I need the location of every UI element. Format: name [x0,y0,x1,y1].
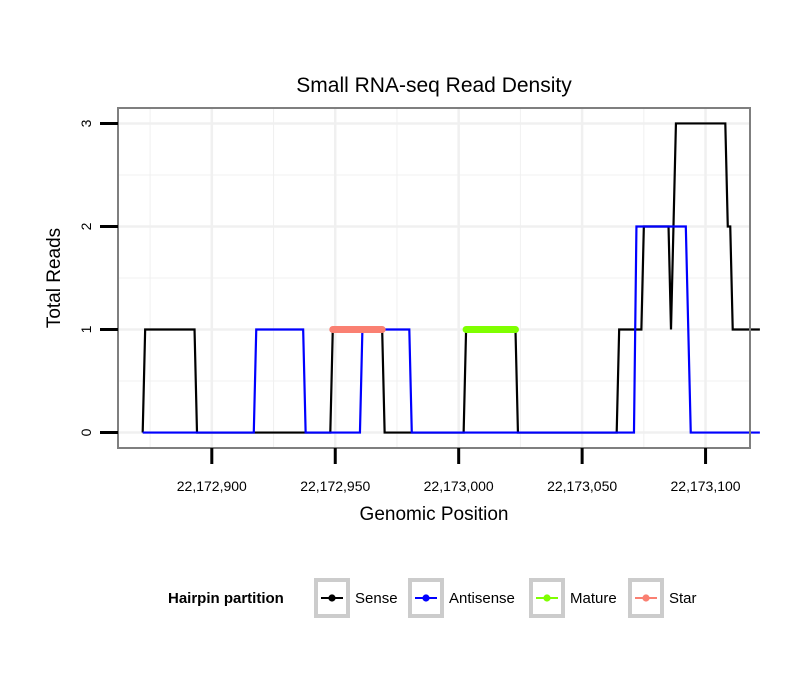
y-tick-label: 2 [78,222,94,230]
axes: 22,172,900 22,172,950 22,173,000 22,173,050… [78,119,741,494]
y-tick-label: 0 [78,428,94,436]
chart-title: Small RNA-seq Read Density [296,74,572,97]
x-tick-label: 22,172,950 [300,478,370,494]
legend-key-point [422,594,430,602]
y-tick-label: 3 [78,119,94,127]
legend-label: Star [669,590,697,607]
x-tick-label: 22,173,000 [424,478,494,494]
x-axis-title: Genomic Position [360,504,509,525]
x-tick-label: 22,172,900 [177,478,247,494]
series-antisense-line [142,225,760,434]
series-group [141,122,760,434]
grid [118,108,750,448]
x-tick-label: 22,173,050 [547,478,617,494]
y-axis-title: Total Reads [44,228,65,328]
legend-key-point [642,594,650,602]
legend-key-point [328,594,336,602]
y-tick-label: 1 [78,325,94,333]
x-tick-label: 22,173,100 [671,478,741,494]
legend: Hairpin partition Sense Antisense Mature St… [168,578,697,618]
legend-label: Sense [355,590,398,607]
legend-label: Mature [570,590,617,607]
legend-label: Antisense [449,590,515,607]
legend-title: Hairpin partition [168,590,284,607]
panel-border [117,107,751,449]
legend-key-point [543,594,551,602]
